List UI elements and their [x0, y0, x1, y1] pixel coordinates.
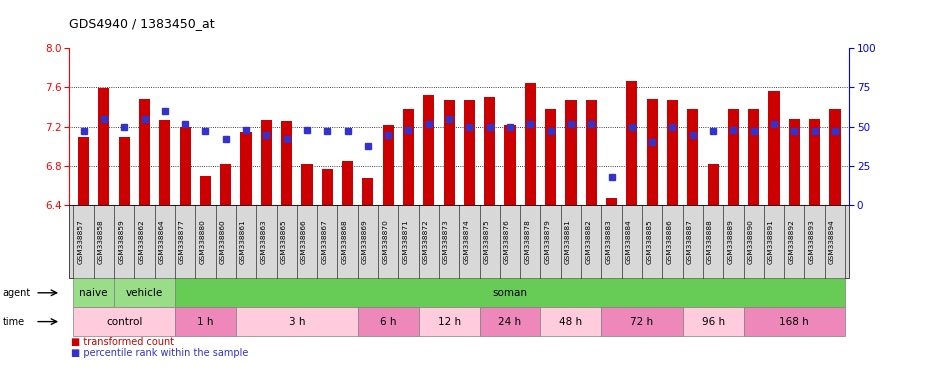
Bar — [383, 125, 394, 205]
Text: GSM338874: GSM338874 — [463, 220, 469, 264]
Text: 12 h: 12 h — [438, 316, 461, 327]
Text: GSM338893: GSM338893 — [808, 220, 815, 264]
Text: naive: naive — [80, 288, 108, 298]
Text: GSM338886: GSM338886 — [667, 220, 672, 264]
Bar — [220, 164, 231, 205]
Bar — [403, 109, 414, 205]
Text: soman: soman — [492, 288, 527, 298]
Text: GSM338864: GSM338864 — [159, 220, 165, 264]
Bar — [424, 95, 435, 205]
Text: GSM338876: GSM338876 — [504, 220, 510, 264]
Text: GSM338863: GSM338863 — [260, 220, 266, 264]
Bar — [200, 176, 211, 205]
Text: GSM338873: GSM338873 — [443, 220, 450, 264]
Bar — [504, 125, 515, 205]
Bar — [179, 127, 191, 205]
Text: GSM338892: GSM338892 — [788, 220, 795, 264]
Text: agent: agent — [3, 288, 31, 298]
Bar — [687, 109, 698, 205]
Text: GSM338871: GSM338871 — [402, 220, 409, 264]
Text: GSM338859: GSM338859 — [118, 220, 124, 264]
Text: control: control — [106, 316, 142, 327]
Bar — [748, 109, 759, 205]
Bar — [708, 164, 719, 205]
Bar — [302, 164, 313, 205]
Bar — [545, 109, 556, 205]
Bar — [78, 137, 89, 205]
Text: 96 h: 96 h — [701, 316, 724, 327]
Text: GSM338865: GSM338865 — [280, 220, 287, 264]
Text: time: time — [3, 316, 25, 327]
Text: GSM338860: GSM338860 — [220, 220, 226, 264]
Text: GSM338867: GSM338867 — [321, 220, 327, 264]
Text: GSM338866: GSM338866 — [301, 220, 307, 264]
Text: vehicle: vehicle — [126, 288, 163, 298]
Text: GSM338881: GSM338881 — [565, 220, 571, 264]
Text: GSM338882: GSM338882 — [586, 220, 591, 264]
Text: GSM338885: GSM338885 — [647, 220, 652, 264]
Bar — [342, 161, 353, 205]
Text: GSM338861: GSM338861 — [240, 220, 246, 264]
Text: GDS4940 / 1383450_at: GDS4940 / 1383450_at — [69, 17, 215, 30]
Text: GSM338889: GSM338889 — [727, 220, 734, 264]
Bar — [363, 178, 374, 205]
Text: 24 h: 24 h — [499, 316, 522, 327]
Bar — [606, 197, 617, 205]
Text: GSM338887: GSM338887 — [686, 220, 693, 264]
Text: GSM338878: GSM338878 — [524, 220, 530, 264]
Bar — [789, 119, 800, 205]
Text: GSM338875: GSM338875 — [484, 220, 489, 264]
Bar — [586, 100, 597, 205]
Bar — [159, 120, 170, 205]
Text: ■ percentile rank within the sample: ■ percentile rank within the sample — [71, 348, 249, 358]
Bar — [322, 169, 333, 205]
Bar — [728, 109, 739, 205]
Text: GSM338894: GSM338894 — [829, 220, 835, 264]
Text: GSM338880: GSM338880 — [200, 220, 205, 264]
Bar — [98, 88, 109, 205]
Text: GSM338888: GSM338888 — [707, 220, 713, 264]
Text: 72 h: 72 h — [631, 316, 654, 327]
Bar — [524, 83, 536, 205]
Bar — [240, 132, 252, 205]
Text: 1 h: 1 h — [197, 316, 214, 327]
Bar — [769, 91, 780, 205]
Text: GSM338869: GSM338869 — [362, 220, 368, 264]
Text: GSM338890: GSM338890 — [747, 220, 754, 264]
Bar — [830, 109, 841, 205]
Text: 3 h: 3 h — [289, 316, 305, 327]
Bar — [667, 100, 678, 205]
Text: 48 h: 48 h — [560, 316, 583, 327]
Text: GSM338868: GSM338868 — [341, 220, 348, 264]
Bar — [281, 121, 292, 205]
Text: GSM338879: GSM338879 — [545, 220, 550, 264]
Bar — [484, 97, 495, 205]
Text: GSM338891: GSM338891 — [768, 220, 774, 264]
Bar — [139, 99, 150, 205]
Bar — [565, 100, 576, 205]
Bar — [647, 99, 658, 205]
Bar — [463, 100, 475, 205]
Bar — [626, 81, 637, 205]
Text: GSM338858: GSM338858 — [98, 220, 104, 264]
Text: 6 h: 6 h — [380, 316, 397, 327]
Text: GSM338862: GSM338862 — [139, 220, 144, 264]
Text: GSM338857: GSM338857 — [78, 220, 83, 264]
Bar — [118, 137, 130, 205]
Text: ■ transformed count: ■ transformed count — [71, 337, 174, 347]
Bar — [809, 119, 820, 205]
Text: 168 h: 168 h — [780, 316, 809, 327]
Text: GSM338884: GSM338884 — [626, 220, 632, 264]
Text: GSM338877: GSM338877 — [179, 220, 185, 264]
Bar — [443, 100, 455, 205]
Text: GSM338883: GSM338883 — [606, 220, 611, 264]
Text: GSM338870: GSM338870 — [382, 220, 388, 264]
Bar — [261, 120, 272, 205]
Text: GSM338872: GSM338872 — [423, 220, 429, 264]
